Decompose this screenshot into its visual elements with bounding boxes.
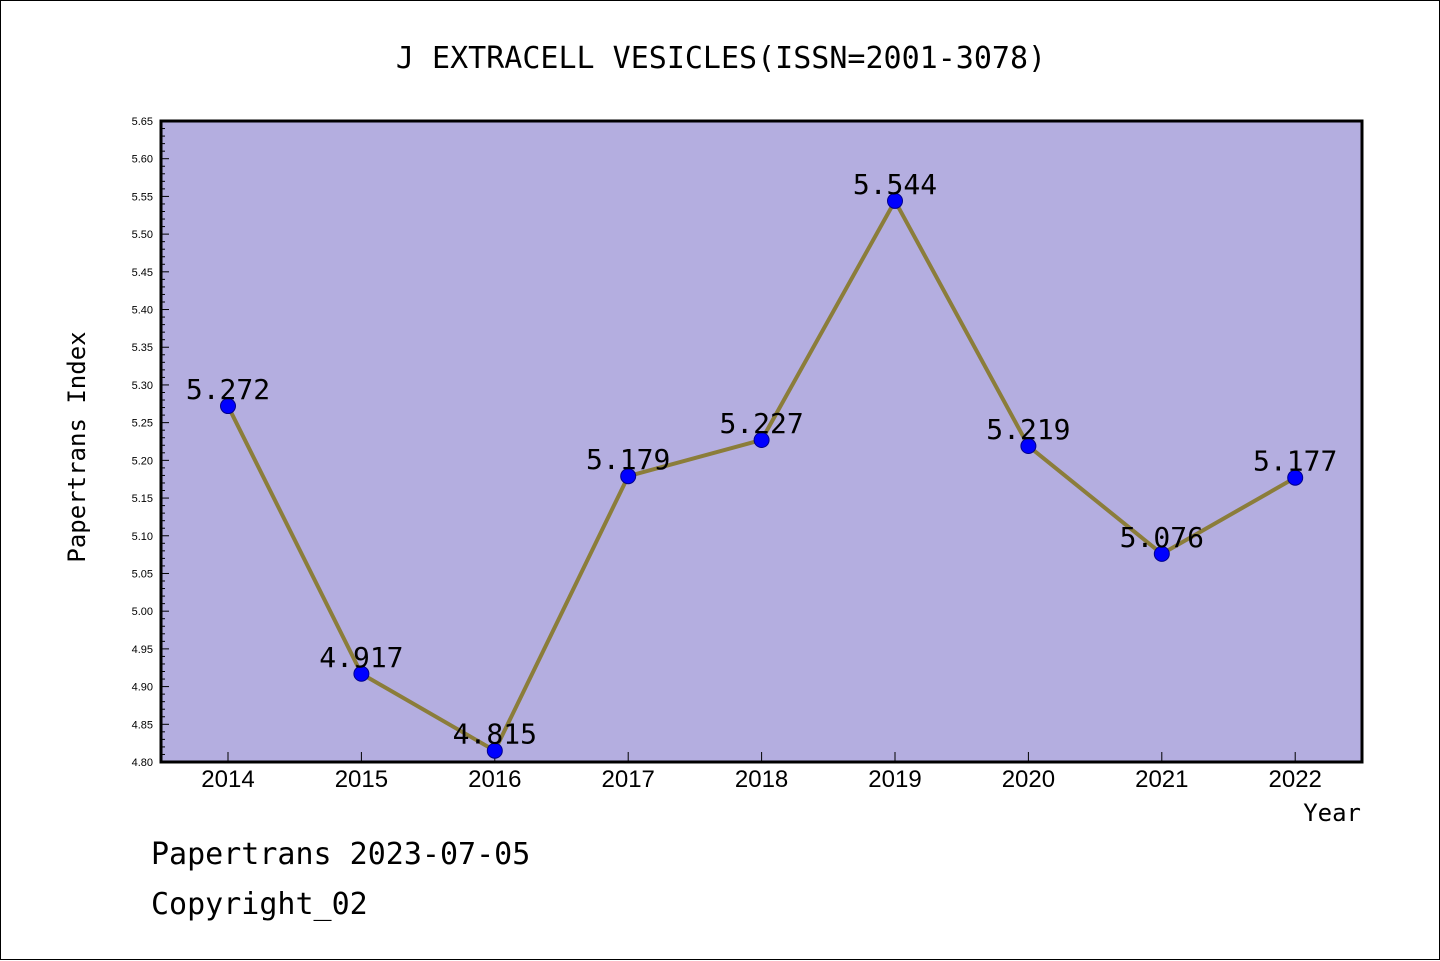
y-tick-label: 5.20 [132,455,153,467]
data-label: 4.917 [319,641,403,674]
data-point [1287,469,1304,486]
x-tick-label: 2019 [868,766,921,793]
y-tick-label: 5.00 [132,606,153,618]
data-label: 5.179 [586,443,670,476]
data-point [1020,438,1037,455]
data-point [486,742,503,759]
chart-title: J EXTRACELL VESICLES(ISSN=2001-3078) [396,41,1046,76]
data-label: 5.219 [986,413,1070,446]
data-label: 4.815 [453,718,537,751]
data-point [1153,545,1170,562]
y-tick-label: 5.50 [132,229,153,241]
data-point [753,431,770,448]
y-tick-label: 4.95 [132,644,153,656]
x-tick-label: 2015 [335,766,388,793]
y-tick-label: 5.10 [132,531,153,543]
x-tick-label: 2020 [1002,766,1055,793]
x-axis-label: Year [1303,799,1361,827]
y-tick-label: 5.25 [132,418,153,430]
x-tick-label: 2021 [1135,766,1188,793]
y-tick-label: 4.85 [132,719,153,731]
y-tick-label: 4.90 [132,682,153,694]
x-tick-label: 2016 [468,766,521,793]
y-tick-label: 5.15 [132,493,153,505]
x-tick-label: 2017 [602,766,655,793]
series-papertrans-index [220,192,1304,759]
x-axis: 2014 2015 2016 2017 2018 2019 2020 2021 2022 [201,752,1322,793]
y-tick-label: 5.40 [132,305,153,317]
y-tick-label: 5.60 [132,154,153,166]
data-labels: 5.272 4.917 4.815 5.179 5.227 5.544 5.219 5.076… [186,168,1337,751]
y-tick-label: 5.05 [132,568,153,580]
footer-copyright: Copyright_02 [151,887,368,922]
data-point [220,398,236,415]
data-point [353,665,370,682]
y-tick-label: 5.65 [132,116,153,128]
data-point [620,468,637,485]
data-label: 5.544 [853,168,937,201]
y-tick-label: 5.35 [132,342,153,354]
data-label: 5.177 [1253,445,1337,478]
x-tick-label: 2022 [1269,766,1322,793]
y-tick-label: 5.45 [132,267,153,279]
data-point [887,192,903,209]
x-tick-label: 2018 [735,766,788,793]
footer-date: Papertrans 2023-07-05 [151,837,530,872]
y-tick-label: 5.55 [132,191,153,203]
y-tick-label: 5.30 [132,380,153,392]
data-label: 5.076 [1120,521,1204,554]
data-label: 5.272 [186,373,270,406]
x-tick-label: 2014 [201,766,254,793]
data-label: 5.227 [719,407,803,440]
y-axis-label: Papertrans Index [63,331,91,562]
y-axis: 4.80 4.85 4.90 4.95 5.00 5.05 5.10 5.15 5.20 5.25… [132,116,169,769]
y-tick-label: 4.80 [132,757,153,769]
